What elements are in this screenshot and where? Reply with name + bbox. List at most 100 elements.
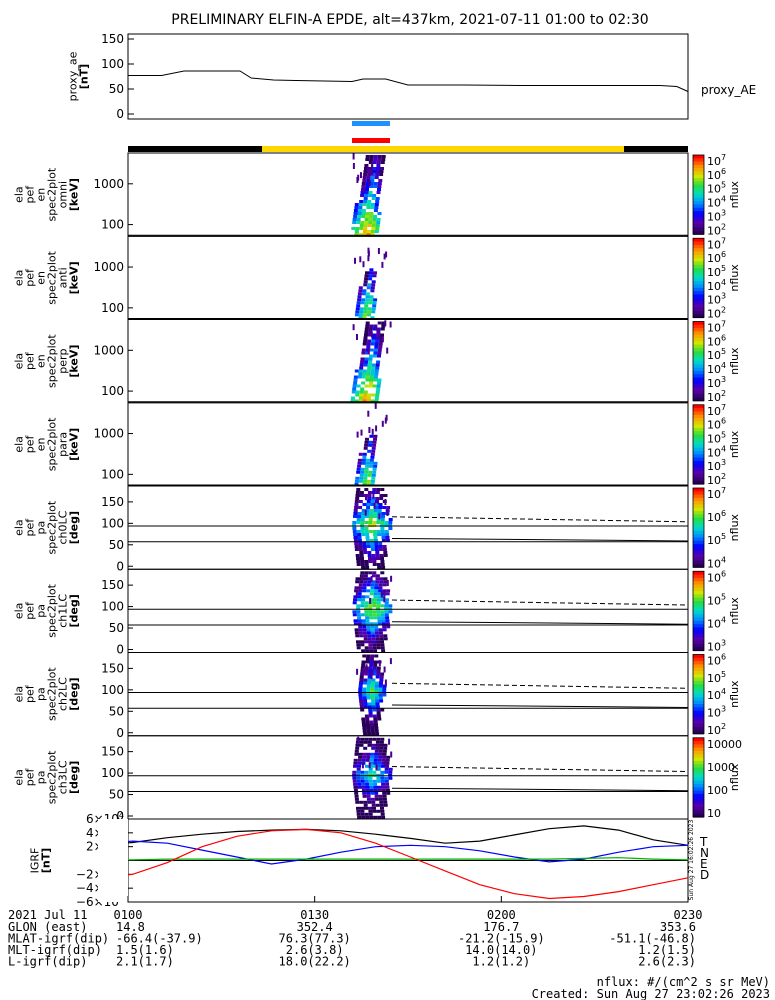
colorbar-swatch: [693, 301, 704, 305]
colorbar-tick-label: 107: [707, 403, 726, 418]
spec-omni-cell: [367, 200, 372, 203]
pa-ch0-cell: [362, 545, 367, 548]
spec-para-cell: [359, 476, 364, 480]
pa-ch3-cell: [354, 752, 359, 756]
spec-perp-cell: [364, 333, 368, 337]
spec-anti-streak: [367, 255, 370, 262]
spec-perp-cell: [374, 342, 379, 346]
pa-ch1-streak: [383, 589, 386, 596]
pa-ch0-cell: [353, 536, 358, 539]
pa-ch3-cell: [388, 767, 393, 771]
pa-ch1-cell: [376, 613, 381, 617]
colorbar-swatch: [693, 587, 704, 592]
colorbar-tick-label: 105: [707, 181, 726, 196]
colorbar-swatch: [693, 797, 704, 802]
pa-ch1-cell: [368, 613, 373, 617]
pa-ch0-cell: [388, 518, 393, 521]
colorbar-tick-label: 10000: [707, 738, 742, 751]
pa-ch0-cell: [365, 539, 370, 542]
pa-ch2-cell: [369, 663, 374, 667]
pa-ch3-cell: [352, 776, 357, 780]
colorbar-swatch: [693, 274, 704, 279]
colorbar-swatch: [693, 704, 704, 708]
pa-ch3-frame: [127, 735, 689, 820]
pa-ch1-cell: [380, 571, 385, 575]
pa-ch0-cell: [357, 536, 362, 539]
spec-perp-cell: [378, 342, 383, 346]
spec-anti-cell: [358, 289, 363, 293]
colorbar-tick-label: 105: [707, 532, 726, 547]
proxy-ae-ylabel: proxy_ae[nT]: [67, 51, 91, 101]
pa-ch3-cell: [361, 758, 366, 762]
colorbar-swatch: [693, 504, 704, 509]
pa-ch0-cell: [364, 488, 369, 491]
pa-ch2-cell: [378, 687, 383, 691]
pa-ch0-cell: [358, 506, 363, 509]
pa-ch1-cell: [365, 595, 370, 599]
pa-ch2-cell: [363, 678, 368, 682]
proxy-ae-legend: proxy_AE: [701, 83, 756, 97]
pa-ch3-cell: [384, 770, 389, 774]
pa-ch3-cell: [364, 779, 369, 783]
pa-ch2-streak: [389, 658, 392, 665]
spec-omni-cell: [364, 221, 369, 224]
pa-ch1-cell: [362, 589, 367, 593]
pa-ch1-cell: [380, 610, 385, 614]
pa-ch3-cell: [363, 746, 368, 750]
colorbar-swatch: [693, 447, 704, 452]
pa-ch2-cell: [359, 678, 364, 682]
pa-ch3-cell: [375, 803, 380, 807]
spec-perp-cell: [360, 360, 365, 364]
pa-ch2-cell: [358, 696, 363, 700]
spec-para-cell: [371, 446, 376, 450]
spec-para-ylabel-line: pef: [24, 434, 37, 453]
pa-ch3-cell: [368, 809, 373, 813]
spec-omni-cell: [369, 185, 374, 188]
pa-ch2-cell: [371, 732, 376, 736]
pa-ch3-cell: [377, 764, 381, 768]
spec-omni-streak: [352, 163, 355, 169]
pa-ch3-cell: [373, 761, 378, 765]
pa-ch1-cell: [355, 580, 360, 584]
pa-ch3-cell: [360, 779, 365, 783]
pa-ch1-cell: [372, 601, 377, 605]
shadow-bar-right: [624, 146, 688, 152]
colorbar-swatch: [693, 604, 704, 609]
pa-ch0-cell: [374, 506, 379, 509]
spec-anti-cell: [365, 271, 369, 275]
pa-ch2-cell: [382, 684, 387, 688]
pa-ch0-ylabel-line: ch0LC: [57, 510, 70, 544]
colorbar-swatch: [693, 550, 704, 555]
pa-ch2-cell: [370, 729, 375, 733]
pa-ch0-cell: [374, 500, 379, 503]
spec-perp-cell: [354, 369, 359, 373]
spec-para-cell: [358, 452, 363, 456]
pa-ch0-cell: [381, 533, 386, 536]
pa-ch3-cell: [364, 770, 369, 774]
pa-ch0-cell: [380, 563, 385, 566]
pa-ch3-cell: [356, 776, 361, 780]
pa-ch3-cell: [377, 758, 382, 762]
colorbar-tick-label: 105: [707, 264, 726, 279]
pa-ch3-cell: [354, 791, 359, 795]
pa-ch3-cell: [370, 797, 375, 801]
pa-ch0-cell: [380, 518, 385, 521]
ephemeris-value: 1.2(1.5): [638, 943, 696, 957]
pa-ch2-cell: [372, 672, 377, 676]
pa-ch0-cell: [358, 545, 363, 548]
spec-anti-cell: [356, 301, 361, 305]
spec-omni-cell: [361, 185, 366, 188]
pa-ch2-cell: [366, 729, 371, 733]
ephemeris-value: 1.5(1.6): [116, 943, 174, 957]
pa-ch0-cell: [358, 542, 363, 545]
pa-ch3-cell: [384, 779, 389, 783]
spec-perp-cell: [366, 396, 371, 400]
spec-para-cell: [354, 479, 359, 483]
pa-ch2-cell: [359, 681, 363, 685]
colorbar-swatch: [693, 524, 704, 529]
ytick-label: 50: [109, 788, 124, 802]
pa-ch2-cell: [362, 729, 367, 733]
spec-anti-streak: [377, 248, 380, 254]
spec-perp-frame: [127, 319, 689, 404]
